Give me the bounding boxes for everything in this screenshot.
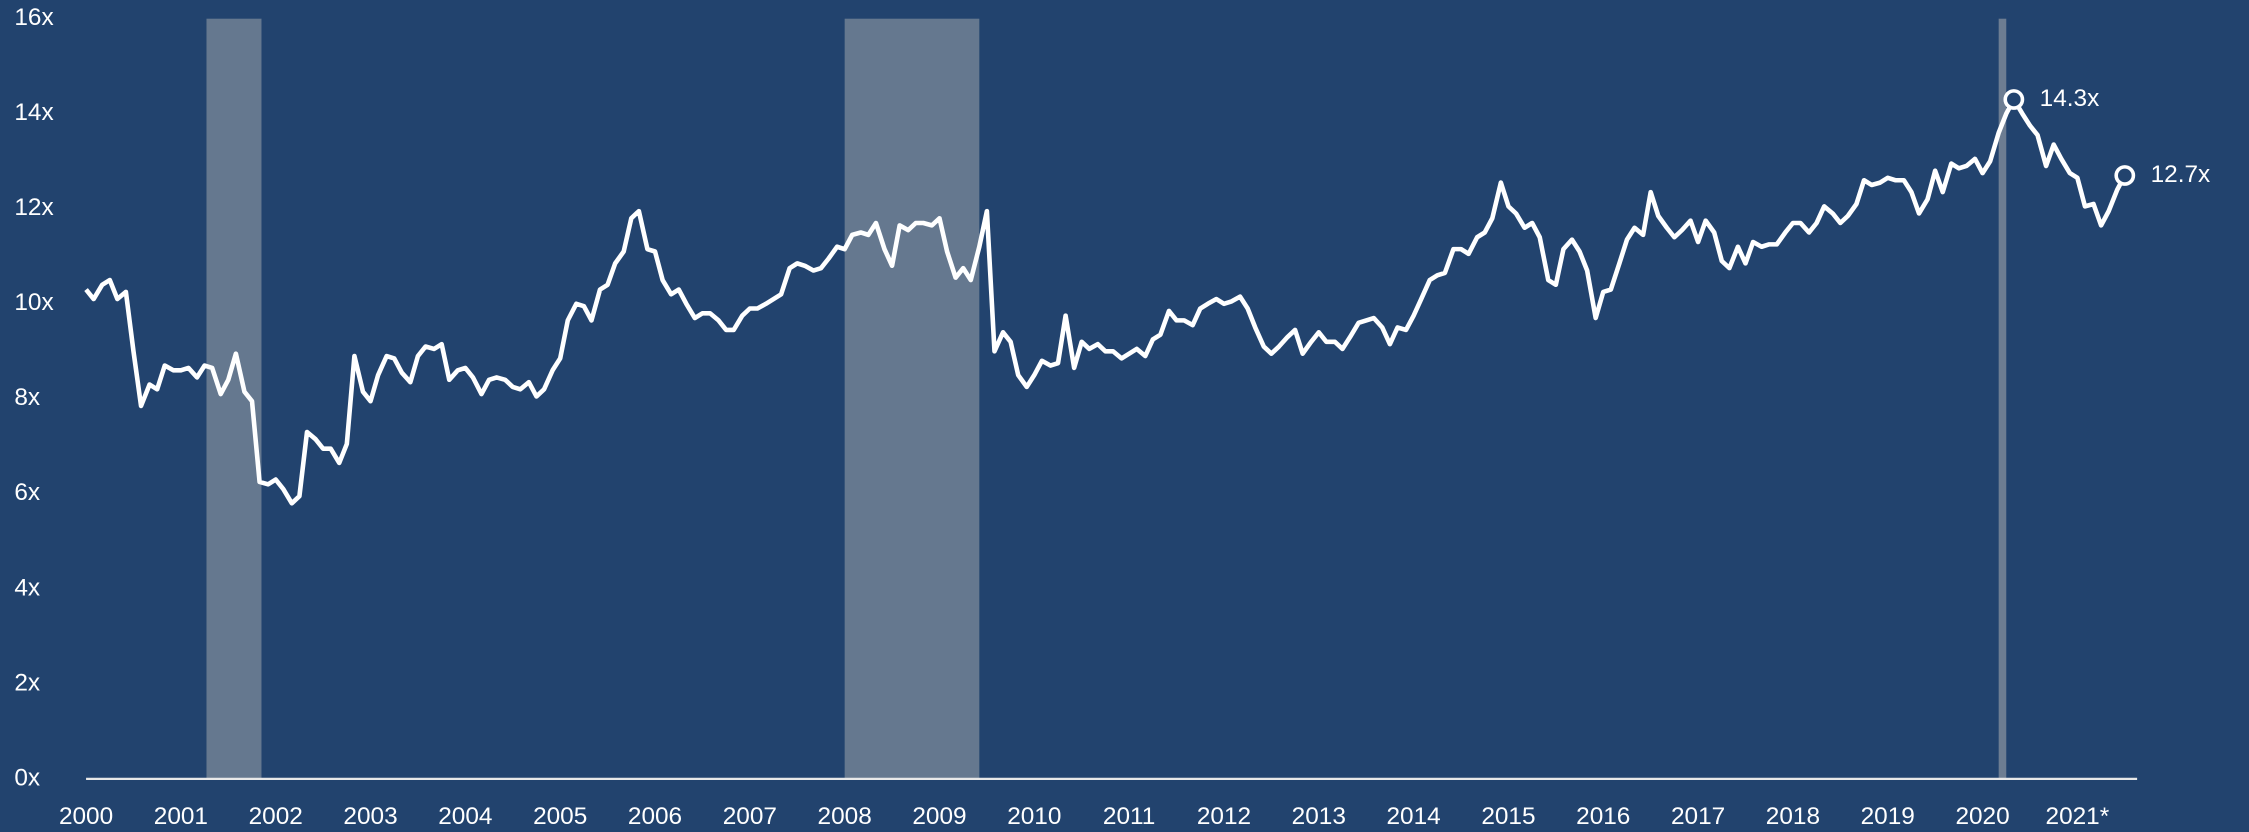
recession-band — [206, 18, 262, 779]
x-tick-label: 2004 — [438, 803, 492, 830]
x-tick-label: 2007 — [723, 803, 777, 830]
x-tick-label: 2001 — [154, 803, 208, 830]
x-tick-label: 2014 — [1386, 803, 1440, 830]
y-tick-label: 6x — [14, 479, 40, 506]
y-tick-label: 0x — [14, 764, 40, 791]
y-tick-label: 14x — [14, 99, 53, 126]
x-tick-label: 2016 — [1576, 803, 1630, 830]
annotation-marker — [2114, 165, 2136, 186]
x-tick-label: 2021* — [2046, 803, 2110, 830]
x-tick-label: 2010 — [1007, 803, 1061, 830]
x-tick-label: 2003 — [343, 803, 397, 830]
y-tick-label: 2x — [14, 669, 40, 696]
y-tick-label: 4x — [14, 574, 40, 601]
x-tick-label: 2006 — [628, 803, 682, 830]
data-line — [84, 97, 2127, 506]
x-tick-label: 2020 — [1955, 803, 2009, 830]
x-tick-label: 2019 — [1861, 803, 1915, 830]
y-tick-label: 12x — [14, 194, 53, 221]
x-tick-label: 2013 — [1292, 803, 1346, 830]
recession-band — [1998, 18, 2007, 779]
x-tick-label: 2011 — [1103, 803, 1155, 830]
recession-band — [844, 18, 980, 779]
x-tick-label: 2009 — [912, 803, 966, 830]
x-tick-label: 2018 — [1766, 803, 1820, 830]
x-tick-label: 2012 — [1197, 803, 1251, 830]
annotation-label: 12.7x — [2151, 161, 2211, 188]
annotation-label: 14.3x — [2040, 85, 2100, 112]
x-tick-label: 2005 — [533, 803, 587, 830]
x-tick-label: 2017 — [1671, 803, 1725, 830]
x-tick-label: 2000 — [59, 803, 113, 830]
x-tick-label: 2008 — [818, 803, 872, 830]
annotation-marker — [2003, 89, 2025, 110]
y-tick-label: 8x — [14, 384, 40, 411]
y-tick-label: 10x — [14, 289, 53, 316]
x-tick-label: 2015 — [1481, 803, 1535, 830]
y-tick-label: 16x — [14, 4, 53, 31]
x-tick-label: 2002 — [249, 803, 303, 830]
